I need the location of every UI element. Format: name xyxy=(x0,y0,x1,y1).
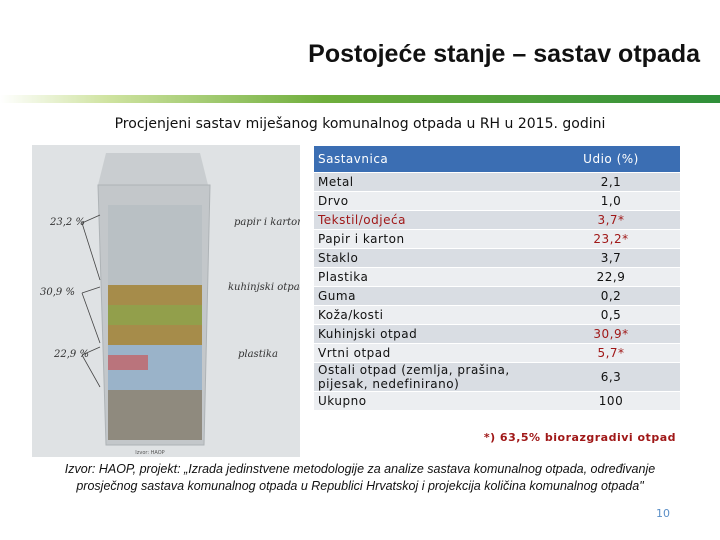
annotation: plastika xyxy=(238,349,278,360)
component-name: Metal xyxy=(314,172,542,192)
component-name: Plastika xyxy=(314,267,542,287)
table-row: Metal 2,1 xyxy=(314,172,680,192)
share-value: 0,2 xyxy=(542,286,680,306)
table-row: Plastika 22,9 xyxy=(314,267,680,287)
component-name: Guma xyxy=(314,286,542,306)
table-row: Guma 0,2 xyxy=(314,286,680,306)
component-name: Kuhinjski otpad xyxy=(314,324,542,344)
share-value: 1,0 xyxy=(542,191,680,211)
component-name: Ostali otpad (zemlja, prašina, pijesak, … xyxy=(314,362,542,392)
composition-table: Sastavnica Udio (%) Metal 2,1 Drvo 1,0 Tekst… xyxy=(314,146,680,411)
share-value: 0,5 xyxy=(542,305,680,325)
annotation: papir i karton xyxy=(234,217,300,228)
annotation: 22,9 % xyxy=(53,349,89,360)
table-row: Tekstil/odjeća 3,7* xyxy=(314,210,680,230)
source-line: prosječnog sastava komunalnog otpada u R… xyxy=(76,479,644,493)
share-value: 3,7* xyxy=(542,210,680,230)
component-name: Koža/kosti xyxy=(314,305,542,325)
share-value: 30,9* xyxy=(542,324,680,344)
slide-title: Postojeće stanje – sastav otpada xyxy=(308,40,700,68)
share-value: 3,7 xyxy=(542,248,680,268)
header-row: Sastavnica Udio (%) xyxy=(314,146,680,173)
bin-photo: 23,2 % papir i karton 30,9 % kuhinjski o… xyxy=(32,145,300,457)
footnote: *) 63,5% biorazgradivi otpad xyxy=(483,431,676,444)
subtitle: Procjenjeni sastav miješanog komunalnog … xyxy=(114,116,606,132)
table-row: Staklo 3,7 xyxy=(314,248,680,268)
table-row: Vrtni otpad 5,7* xyxy=(314,343,680,363)
table-row: Papir i karton 23,2* xyxy=(314,229,680,249)
header-cell: Udio (%) xyxy=(542,146,680,173)
share-value: 5,7* xyxy=(542,343,680,363)
layer-kitchen-green xyxy=(108,305,202,325)
table-row: Kuhinjski otpad 30,9* xyxy=(314,324,680,344)
component-name: Papir i karton xyxy=(314,229,542,249)
annotation-lines xyxy=(81,214,101,388)
share-value: 2,1 xyxy=(542,172,680,192)
share-value: 6,3 xyxy=(542,362,680,392)
table-row: Drvo 1,0 xyxy=(314,191,680,211)
share-value: 100 xyxy=(542,391,680,411)
photo-credit: Izvor: HAOP xyxy=(135,450,164,456)
annotation: kuhinjski otpad xyxy=(228,282,300,293)
header-cell: Sastavnica xyxy=(314,146,542,173)
source-line: Izvor: HAOP, projekt: „Izrada jedinstven… xyxy=(64,462,656,476)
bin-lid xyxy=(98,153,208,185)
page-number: 10 xyxy=(656,507,670,520)
share-value: 23,2* xyxy=(542,229,680,249)
component-name: Staklo xyxy=(314,248,542,268)
component-name: Tekstil/odjeća xyxy=(314,210,542,230)
component-name: Drvo xyxy=(314,191,542,211)
layer-other xyxy=(108,390,202,440)
table-row: Ostali otpad (zemlja, prašina, pijesak, … xyxy=(314,362,680,392)
layer-paper xyxy=(108,205,202,285)
share-value: 22,9 xyxy=(542,267,680,287)
table-row: Koža/kosti 0,5 xyxy=(314,305,680,325)
component-name: Vrtni otpad xyxy=(314,343,542,363)
accent-bar xyxy=(0,95,720,103)
annotation: 23,2 % xyxy=(49,217,85,228)
component-name: Ukupno xyxy=(314,391,542,411)
table-row: Ukupno 100 xyxy=(314,391,680,411)
annotation: 30,9 % xyxy=(40,287,75,298)
table-body: Metal 2,1 Drvo 1,0 Tekstil/odjeća 3,7* Papir i… xyxy=(314,172,680,411)
layer-plastic-red xyxy=(108,355,148,370)
